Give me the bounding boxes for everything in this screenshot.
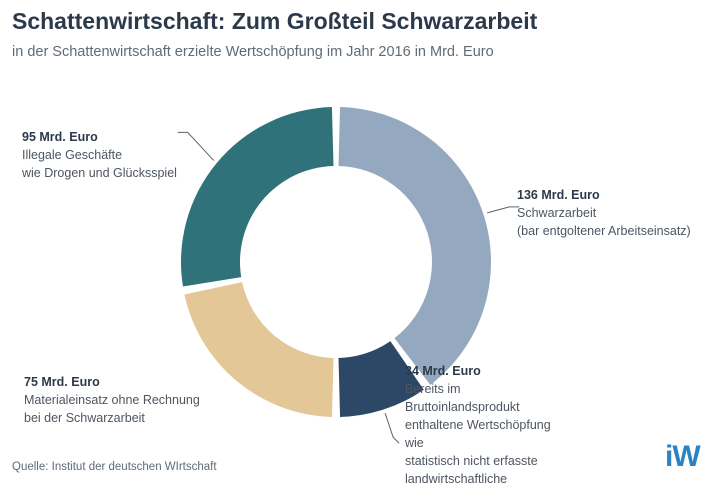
donut-slice-illegal [181,107,334,287]
source-note: Quelle: Institut der deutschen WIrtschaf… [12,461,217,473]
leader-lines [177,131,520,444]
slice-value: 75 Mrd. Euro [24,375,100,389]
slice-description: Schwarzarbeit (bar entgoltener Arbeitsei… [517,206,691,238]
slice-value: 34 Mrd. Euro [405,364,481,378]
chart-subtitle: in der Schattenwirtschaft erzielte Werts… [12,44,494,60]
iw-logo: iW [665,440,701,473]
leader-line-bip [384,413,400,444]
slice-description: Bereits im Bruttoinlandsprodukt enthalte… [405,382,551,486]
donut-slice-schwarzarbeit [338,107,491,385]
slice-label-schwarzarbeit: 136 Mrd. Euro Schwarzarbeit (bar entgolt… [517,186,691,240]
slice-label-illegal: 95 Mrd. Euro Illegale Geschäfte wie Drog… [22,128,177,182]
leader-line-schwarzarbeit [487,206,520,214]
donut-slice-materialeinsatz [184,282,334,417]
chart-title: Schattenwirtschaft: Zum Großteil Schwarz… [12,8,538,34]
slice-value: 136 Mrd. Euro [517,188,600,202]
slice-label-bip: 34 Mrd. Euro Bereits im Bruttoinlandspro… [405,362,551,488]
slice-description: Illegale Geschäfte wie Drogen und Glücks… [22,148,177,180]
donut-slice-bip [338,341,424,417]
donut-slices [181,107,491,417]
slice-value: 95 Mrd. Euro [22,130,98,144]
slice-label-materialeinsatz: 75 Mrd. Euro Materialeinsatz ohne Rechnu… [24,373,200,427]
leader-line-illegal [177,131,215,161]
slice-description: Materialeinsatz ohne Rechnung bei der Sc… [24,393,200,425]
